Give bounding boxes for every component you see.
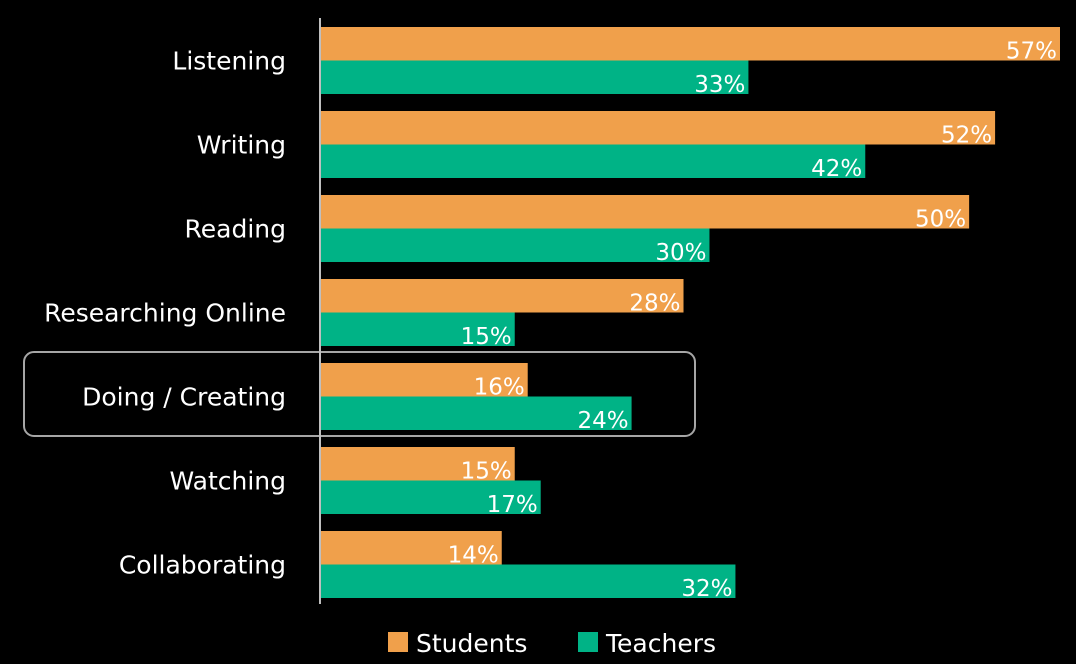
legend-label: Students (416, 629, 527, 658)
category-label: Listening (172, 47, 286, 76)
value-label: 24% (577, 408, 628, 434)
value-label: 32% (681, 576, 732, 602)
value-label: 14% (448, 543, 499, 569)
bar (321, 195, 970, 229)
value-label: 15% (461, 459, 512, 485)
bar (321, 27, 1060, 61)
category-label: Doing / Creating (82, 383, 286, 412)
value-label: 50% (915, 207, 966, 233)
bar (321, 144, 866, 178)
value-label: 33% (694, 72, 745, 98)
value-label: 57% (1006, 39, 1057, 65)
value-label: 16% (474, 375, 525, 401)
value-label: 42% (811, 156, 862, 182)
bar (321, 396, 632, 430)
bar (321, 312, 515, 346)
value-label: 17% (487, 492, 538, 518)
bar (321, 228, 710, 262)
bar (321, 279, 684, 313)
value-label: 28% (629, 291, 680, 317)
category-label: Researching Online (44, 299, 286, 328)
category-label: Reading (185, 215, 286, 244)
value-label: 15% (461, 324, 512, 350)
highlight-box (23, 351, 696, 437)
bar (321, 60, 749, 94)
bar (321, 363, 528, 397)
category-label: Collaborating (119, 551, 286, 580)
value-label: 52% (941, 123, 992, 149)
bar (321, 447, 515, 481)
bar (321, 480, 541, 514)
legend-swatch (388, 632, 408, 652)
bar (321, 531, 502, 565)
value-label: 30% (655, 240, 706, 266)
category-label: Writing (197, 131, 286, 160)
category-label: Watching (170, 467, 287, 496)
bar (321, 111, 996, 145)
bar (321, 564, 736, 598)
legend-swatch (578, 632, 598, 652)
legend-label: Teachers (605, 629, 716, 658)
